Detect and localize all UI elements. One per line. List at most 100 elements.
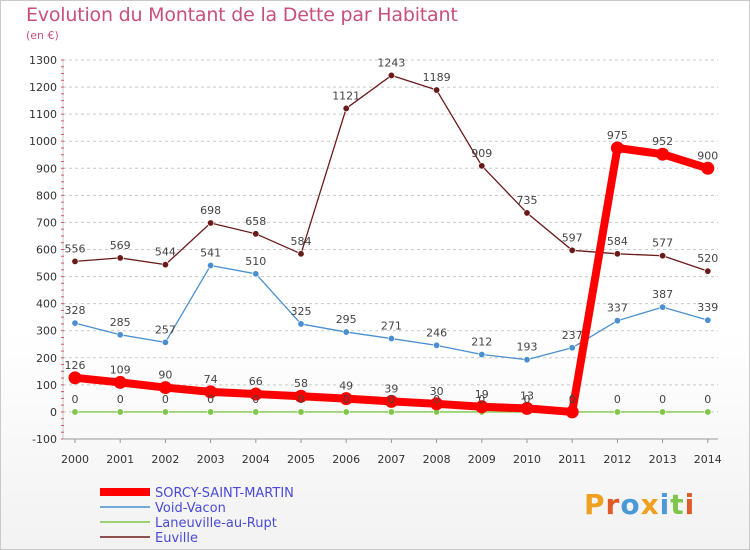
data-point: [613, 408, 621, 416]
data-label: 13: [520, 389, 534, 402]
data-label: 577: [652, 237, 673, 250]
data-point: [433, 341, 441, 349]
data-label: 1243: [377, 56, 405, 69]
data-point: [659, 252, 667, 260]
y-tick-label: 500: [36, 271, 57, 284]
series-group: [68, 71, 715, 419]
x-tick-label: 2004: [242, 453, 270, 466]
data-point: [116, 254, 124, 262]
data-label: 0: [343, 393, 350, 406]
data-point: [252, 270, 260, 278]
data-label: 1121: [332, 89, 360, 102]
x-tick-label: 2008: [423, 453, 451, 466]
data-point: [207, 408, 215, 416]
data-point: [610, 141, 624, 155]
data-label: 510: [245, 255, 266, 268]
y-tick-label: 600: [36, 244, 57, 257]
data-label: 0: [524, 393, 531, 406]
data-label: 952: [652, 135, 673, 148]
data-label: 39: [384, 382, 398, 395]
data-label: 74: [204, 373, 218, 386]
data-point: [478, 351, 486, 359]
data-point: [342, 408, 350, 416]
data-point: [704, 267, 712, 275]
data-point: [656, 147, 670, 161]
y-tick-label: 1200: [29, 81, 57, 94]
data-label: 556: [65, 242, 86, 255]
data-label: 237: [562, 329, 583, 342]
data-label: 0: [72, 393, 79, 406]
data-point: [475, 400, 489, 414]
y-tick-label: 1100: [29, 108, 57, 121]
data-point: [704, 408, 712, 416]
data-label: 544: [155, 246, 176, 259]
data-label: 0: [704, 393, 711, 406]
data-point: [704, 316, 712, 324]
data-label: 541: [200, 246, 221, 259]
data-label: 257: [155, 323, 176, 336]
data-label: 975: [607, 129, 628, 142]
y-tick-label: 200: [36, 352, 57, 365]
data-point: [116, 408, 124, 416]
data-label: 0: [252, 393, 259, 406]
data-label: 90: [158, 369, 172, 382]
data-point: [339, 392, 353, 406]
data-point: [207, 219, 215, 227]
x-tick-label: 2010: [513, 453, 541, 466]
data-label: 1189: [423, 71, 451, 84]
data-label: 328: [65, 304, 86, 317]
data-point: [613, 317, 621, 325]
data-point: [161, 261, 169, 269]
data-label: 285: [110, 316, 131, 329]
data-label: 339: [697, 301, 718, 314]
data-label: 337: [607, 302, 628, 315]
x-tick-label: 2013: [649, 453, 677, 466]
data-point: [252, 230, 260, 238]
data-point: [294, 389, 308, 403]
data-label: 0: [569, 393, 576, 406]
data-point: [207, 261, 215, 269]
x-tick-label: 2009: [468, 453, 496, 466]
data-label: 520: [697, 252, 718, 265]
data-label: 0: [117, 393, 124, 406]
data-label: 0: [162, 393, 169, 406]
data-label: 193: [517, 341, 538, 354]
y-tick-label: 1000: [29, 135, 57, 148]
y-tick-label: -100: [32, 433, 57, 446]
data-point: [430, 397, 444, 411]
data-label: 19: [475, 388, 489, 401]
y-tick-label: 300: [36, 325, 57, 338]
y-tick-label: 1300: [29, 54, 57, 67]
y-tick-label: 900: [36, 162, 57, 175]
data-label: 271: [381, 320, 402, 333]
data-label: 66: [249, 375, 263, 388]
data-label: 325: [291, 305, 312, 318]
data-point: [71, 319, 79, 327]
data-point: [384, 394, 398, 408]
data-label: 49: [339, 380, 353, 393]
proxiti-logo: Proxiti: [584, 488, 696, 521]
data-point: [113, 375, 127, 389]
data-point: [568, 344, 576, 352]
data-label: 387: [652, 288, 673, 301]
data-label: 109: [110, 363, 131, 376]
data-label: 584: [291, 235, 312, 248]
data-label: 0: [659, 393, 666, 406]
data-label: 0: [614, 393, 621, 406]
data-point: [342, 104, 350, 112]
data-point: [659, 303, 667, 311]
legend-label: Euville: [155, 531, 198, 546]
data-point: [523, 209, 531, 217]
data-point: [71, 257, 79, 265]
data-point: [252, 408, 260, 416]
data-point: [659, 408, 667, 416]
legend: SORCY-SAINT-MARTINVoid-VaconLaneuville-a…: [100, 486, 294, 546]
data-label: 909: [471, 147, 492, 160]
data-point: [701, 161, 715, 175]
data-point: [520, 401, 534, 415]
x-tick-label: 2000: [61, 453, 89, 466]
x-tick-label: 2006: [332, 453, 360, 466]
legend-label: SORCY-SAINT-MARTIN: [155, 486, 294, 501]
data-point: [613, 250, 621, 258]
data-label: 584: [607, 235, 628, 248]
